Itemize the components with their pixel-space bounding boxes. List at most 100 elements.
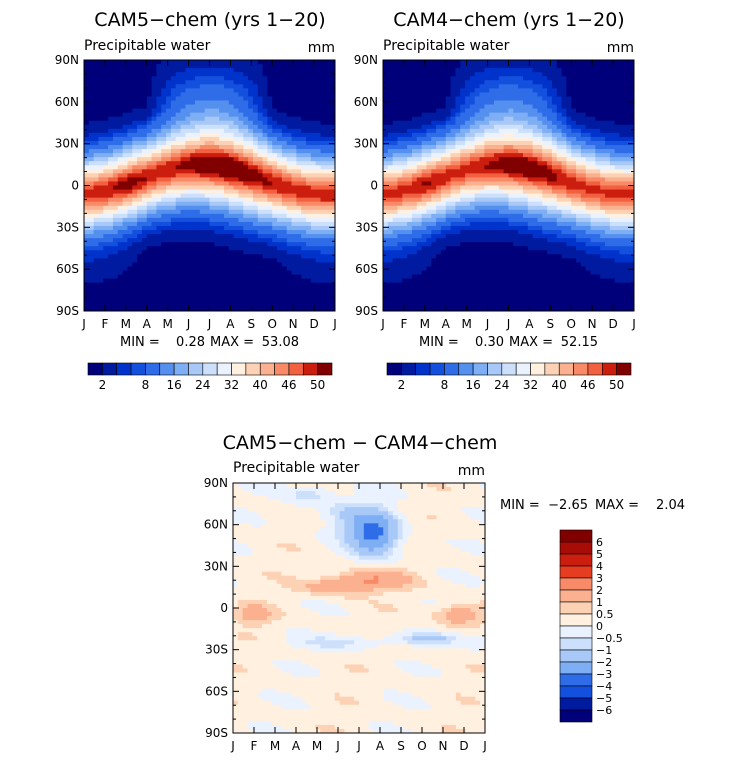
contour-cell xyxy=(228,100,235,106)
contour-cell xyxy=(243,161,249,166)
contour-cell xyxy=(175,254,182,259)
contour-cell xyxy=(204,250,211,255)
contour-cell xyxy=(407,213,413,219)
contour-cell xyxy=(296,92,302,98)
contour-cell xyxy=(387,169,394,174)
contour-cell xyxy=(474,274,481,280)
contour-cell xyxy=(291,72,297,77)
contour-cell xyxy=(219,254,225,259)
contour-cell xyxy=(185,96,191,102)
contour-cell xyxy=(479,88,485,93)
contour-cell xyxy=(127,282,133,288)
contour-cell xyxy=(127,124,133,130)
contour-cell xyxy=(325,116,331,122)
contour-cell xyxy=(465,238,471,243)
contour-cell xyxy=(103,169,109,174)
contour-cell xyxy=(132,193,138,199)
contour-cell xyxy=(489,76,495,81)
contour-cell xyxy=(219,165,225,170)
contour-cell xyxy=(460,177,466,183)
contour-cell xyxy=(108,108,114,114)
contour-cell xyxy=(141,238,148,243)
contour-cell xyxy=(190,225,196,231)
contour-cell xyxy=(185,234,191,239)
contour-cell xyxy=(306,80,312,85)
contour-cell xyxy=(137,88,143,93)
contour-cell xyxy=(281,250,288,255)
contour-cell xyxy=(117,128,124,134)
contour-cell xyxy=(137,116,143,122)
colorbar-swatch xyxy=(259,362,275,376)
contour-cell xyxy=(498,140,505,146)
contour-cell xyxy=(450,140,457,146)
contour-cell xyxy=(238,120,244,126)
contour-cell xyxy=(450,193,457,199)
contour-cell xyxy=(238,278,244,284)
contour-cell xyxy=(445,209,452,215)
contour-cell xyxy=(455,270,461,276)
contour-cell xyxy=(146,96,153,102)
contour-cell xyxy=(479,132,485,138)
contour-cell xyxy=(320,120,326,126)
contour-cell xyxy=(252,225,259,231)
contour-cell xyxy=(416,128,423,134)
contour-cell xyxy=(465,258,471,264)
contour-cell xyxy=(137,153,143,158)
contour-cell xyxy=(214,209,220,215)
contour-cell xyxy=(223,282,230,288)
contour-cell xyxy=(392,92,399,98)
contour-cell xyxy=(411,270,418,276)
contour-cell xyxy=(214,185,220,191)
x-tick-label: J xyxy=(81,317,86,331)
contour-cell xyxy=(440,258,447,264)
contour-cell xyxy=(411,242,418,247)
contour-cell xyxy=(460,213,466,219)
contour-cell xyxy=(137,173,143,178)
contour-cell xyxy=(112,157,119,162)
contour-cell xyxy=(320,161,326,166)
contour-cell xyxy=(195,161,201,166)
contour-cell xyxy=(262,132,269,138)
contour-cell xyxy=(93,189,100,195)
contour-cell xyxy=(320,140,326,146)
contour-cell xyxy=(421,242,428,247)
contour-cell xyxy=(411,286,418,292)
contour-cell xyxy=(397,266,403,272)
contour-cell xyxy=(315,112,322,118)
contour-cell xyxy=(238,197,244,203)
contour-cell xyxy=(460,302,466,308)
contour-cell xyxy=(440,306,447,311)
contour-cell xyxy=(228,108,235,114)
contour-cell xyxy=(214,76,220,81)
contour-cell xyxy=(306,72,312,77)
contour-cell xyxy=(479,274,485,280)
contour-cell xyxy=(411,250,418,255)
contour-cell xyxy=(489,286,495,292)
contour-cell xyxy=(161,290,167,296)
contour-cell xyxy=(277,294,283,300)
contour-cell xyxy=(310,282,317,288)
contour-cell xyxy=(84,68,90,73)
contour-cell xyxy=(112,104,119,110)
contour-cell xyxy=(112,181,119,187)
contour-cell xyxy=(252,165,259,170)
contour-cell xyxy=(156,60,162,65)
contour-cell xyxy=(214,254,220,259)
contour-cell xyxy=(301,201,307,207)
contour-cell xyxy=(397,108,403,114)
contour-cell xyxy=(416,290,423,296)
contour-cell xyxy=(161,157,167,162)
contour-cell xyxy=(479,64,485,69)
contour-cell xyxy=(479,270,485,276)
contour-cell xyxy=(489,92,495,98)
contour-cell xyxy=(161,225,167,231)
contour-cell xyxy=(310,250,317,255)
contour-cell xyxy=(383,124,389,130)
contour-cell xyxy=(508,136,514,142)
contour-cell xyxy=(141,173,148,178)
contour-cell xyxy=(209,96,215,102)
contour-cell xyxy=(175,153,182,158)
colorbar-label: 8 xyxy=(142,378,150,392)
contour-cell xyxy=(214,306,220,311)
contour-cell xyxy=(214,96,220,102)
